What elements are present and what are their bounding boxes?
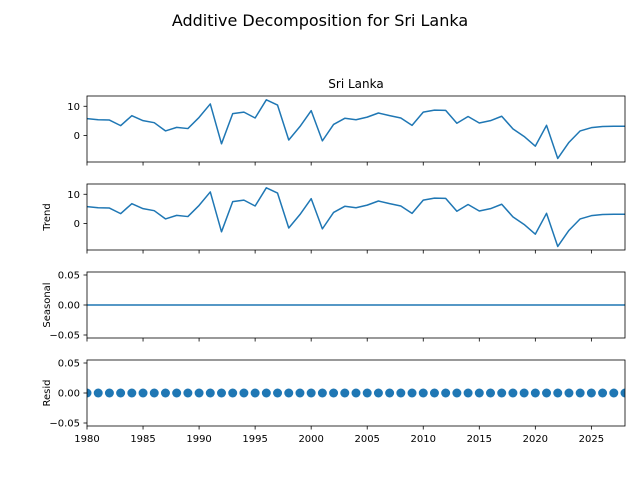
resid-point	[217, 388, 226, 398]
resid-point	[340, 388, 350, 398]
resid-series-group	[87, 388, 625, 398]
x-tick-label: 2025	[579, 434, 604, 445]
resid-point	[497, 388, 507, 398]
resid-point	[530, 388, 540, 398]
resid-point	[429, 388, 439, 398]
resid-point	[598, 388, 608, 398]
trend-line	[87, 187, 625, 248]
resid-point	[261, 388, 271, 398]
resid-point	[160, 388, 170, 398]
resid-point	[295, 388, 305, 398]
y-tick-label: 0.05	[58, 271, 80, 282]
y-tick-label: −0.05	[49, 419, 80, 430]
resid-point	[351, 388, 361, 398]
resid-point	[486, 388, 495, 398]
trend-series-group	[87, 187, 625, 248]
observed-series-group	[87, 99, 625, 160]
y-tick-label: 0	[74, 219, 80, 230]
resid-point	[452, 388, 462, 398]
resid-point	[385, 388, 395, 398]
x-tick-label: 2020	[523, 434, 548, 445]
observed-line	[87, 99, 625, 160]
resid-point	[508, 388, 518, 398]
panel-frame	[86, 359, 626, 427]
y-axis-label: Trend	[42, 203, 53, 231]
resid-point	[104, 388, 114, 398]
x-tick-label: 2010	[411, 434, 436, 445]
figure-title: Additive Decomposition for Sri Lanka	[172, 11, 468, 30]
resid-point	[542, 388, 552, 398]
resid-point	[418, 388, 428, 398]
x-tick-label: 2015	[467, 434, 492, 445]
resid-point	[362, 388, 372, 398]
resid-point	[329, 388, 339, 398]
resid-point	[373, 388, 383, 398]
x-tick-label: 2000	[298, 434, 323, 445]
resid-point	[396, 388, 406, 398]
panels-group: Sri Lanka 0 10 Trend 0 10 Seasonal −0.05 0.00 0.0…	[42, 77, 626, 445]
panel-resid: Resid −0.05 0.00 0.05 1980 1985 1990 1995 2000 20…	[42, 359, 626, 445]
resid-point	[87, 388, 92, 398]
x-tick-label: 2005	[354, 434, 379, 445]
resid-point	[172, 388, 182, 398]
x-tick-label: 1990	[186, 434, 211, 445]
panel-seasonal: Seasonal −0.05 0.00 0.05	[42, 271, 626, 342]
y-tick-label: 10	[67, 190, 80, 201]
resid-point	[407, 388, 417, 398]
resid-point	[519, 388, 529, 398]
panel-title: Sri Lanka	[328, 77, 383, 91]
resid-point	[474, 388, 484, 398]
resid-point	[116, 388, 126, 398]
resid-point	[553, 388, 563, 398]
panel-observed: Sri Lanka 0 10	[67, 77, 626, 166]
resid-point	[239, 388, 249, 398]
y-axis-label: Seasonal	[42, 282, 53, 327]
resid-point	[441, 388, 451, 398]
resid-point	[149, 388, 159, 398]
x-tick-label: 1980	[74, 434, 99, 445]
resid-point	[127, 388, 137, 398]
panel-frame	[86, 95, 626, 163]
y-tick-label: 0.00	[58, 301, 80, 312]
x-tick-label: 1985	[130, 434, 155, 445]
resid-point	[620, 388, 625, 398]
resid-point	[463, 388, 473, 398]
y-tick-label: 0.05	[58, 359, 80, 370]
resid-point	[575, 388, 585, 398]
panel-frame	[86, 271, 626, 339]
resid-point	[183, 388, 193, 398]
panel-trend: Trend 0 10	[42, 183, 626, 254]
y-tick-label: 0	[74, 131, 80, 142]
resid-point	[228, 388, 238, 398]
x-tick-label: 1995	[242, 434, 267, 445]
y-axis-label: Resid	[42, 380, 53, 407]
resid-point	[194, 388, 204, 398]
resid-point	[609, 388, 619, 398]
resid-point	[317, 388, 327, 398]
resid-point	[205, 388, 215, 398]
resid-point	[273, 388, 283, 398]
resid-point	[564, 388, 574, 398]
panel-frame	[86, 183, 626, 251]
y-tick-label: −0.05	[49, 331, 80, 342]
y-tick-label: 10	[67, 102, 80, 113]
resid-point	[284, 388, 294, 398]
resid-point	[586, 388, 596, 398]
y-tick-label: 0.00	[58, 389, 80, 400]
resid-point	[93, 388, 103, 398]
resid-point	[306, 388, 316, 398]
resid-point	[250, 388, 260, 398]
resid-point	[138, 388, 148, 398]
